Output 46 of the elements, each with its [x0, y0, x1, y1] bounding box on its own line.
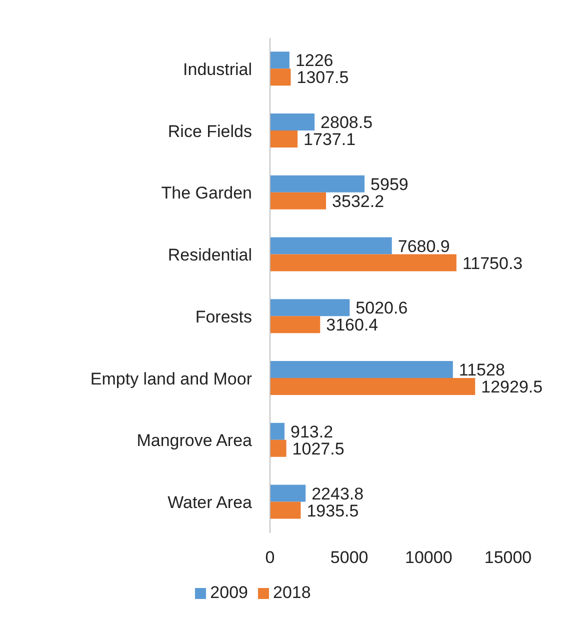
data-label: 12929.5 — [481, 378, 543, 397]
legend-label: 2018 — [273, 583, 311, 602]
bar — [270, 502, 301, 519]
legend-label: 2009 — [210, 583, 248, 602]
y-tick-label: Empty land and Moor — [90, 369, 252, 388]
data-label: 1307.5 — [296, 68, 349, 88]
data-label: 11528 — [458, 360, 505, 380]
y-tick-label: The Garden — [161, 184, 252, 203]
x-tick-label: 0 — [265, 548, 275, 568]
x-tick-label: 15000 — [484, 548, 532, 568]
data-label: 5959 — [370, 174, 408, 194]
data-label: 11750.3 — [462, 254, 523, 273]
bar — [270, 378, 476, 395]
bar — [270, 316, 320, 334]
bar — [270, 440, 286, 457]
bar — [270, 360, 453, 378]
bar — [270, 422, 284, 440]
data-label: 1226 — [295, 51, 334, 70]
data-label: 1737.1 — [304, 130, 356, 150]
y-tick-label: Residential — [168, 246, 252, 265]
bar — [270, 237, 392, 254]
bar — [270, 68, 291, 86]
x-tick-label: 10000 — [405, 548, 452, 568]
data-label: 7680.9 — [398, 236, 450, 256]
data-label: 2808.5 — [320, 113, 373, 132]
data-label: 3532.2 — [332, 192, 384, 211]
x-tick-label: 5000 — [330, 548, 368, 568]
data-label: 913.2 — [290, 422, 334, 442]
data-label: 3160.4 — [326, 316, 378, 335]
data-label: 1027.5 — [292, 439, 344, 458]
y-tick-label: Mangrove Area — [136, 431, 253, 450]
data-label: 2243.8 — [312, 484, 364, 504]
bar — [270, 130, 298, 148]
y-tick-label: Industrial — [183, 60, 252, 79]
data-label: 5020.6 — [356, 298, 408, 318]
bar — [270, 299, 350, 316]
y-tick-label: Forests — [195, 307, 252, 326]
bar — [270, 254, 456, 272]
bar — [270, 192, 326, 210]
bar — [270, 175, 365, 192]
y-tick-label: Rice Fields — [168, 122, 252, 141]
data-label: 1935.5 — [306, 501, 359, 520]
bar — [270, 484, 306, 502]
bar — [270, 52, 290, 69]
y-tick-label: Water Area — [168, 493, 253, 512]
bar — [270, 113, 315, 130]
